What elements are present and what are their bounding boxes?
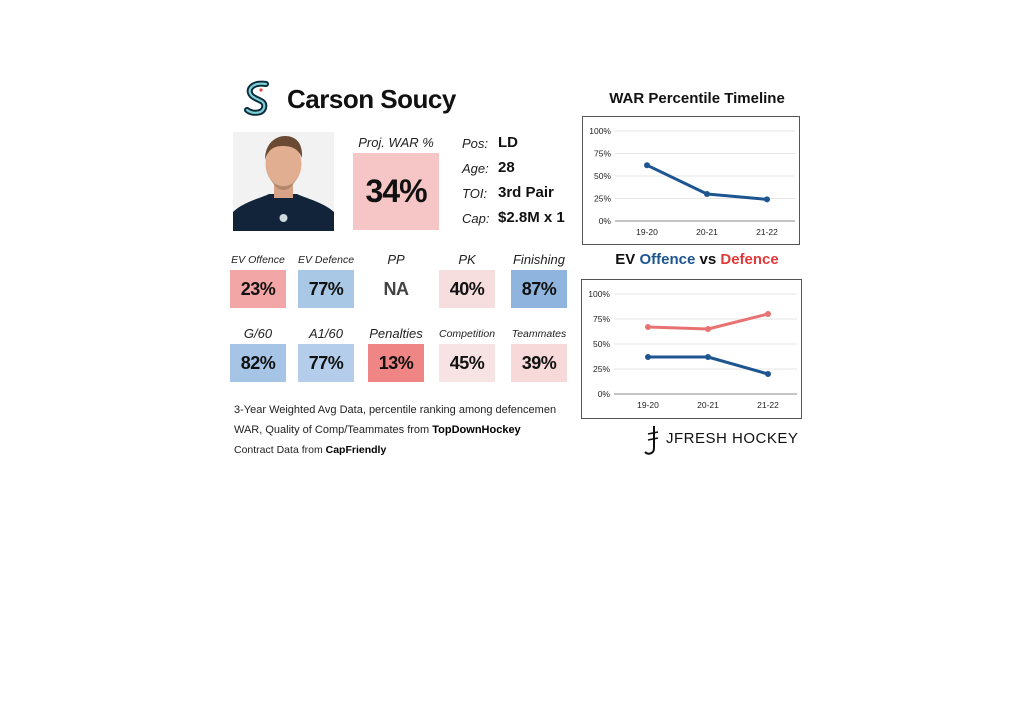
data-point xyxy=(645,354,651,360)
stat-value-ev-offence: 23% xyxy=(230,270,286,308)
stat-label-ev-defence: EV Defence xyxy=(298,254,355,266)
y-tick-label: 75% xyxy=(594,149,611,159)
note-data-source: 3-Year Weighted Avg Data, percentile ran… xyxy=(234,404,557,416)
data-point xyxy=(765,371,771,377)
stat-label-competition: Competition xyxy=(439,328,496,340)
ev-offence-defence-title: EV Offence vs Defence xyxy=(582,251,812,268)
stat-value-finishing: 87% xyxy=(511,270,567,308)
stat-value-competition: 45% xyxy=(439,344,495,382)
data-point xyxy=(644,162,650,169)
cap-value: $2.8M x 1 xyxy=(498,209,565,226)
note-war-prefix: WAR, Quality of Comp/Teammates from xyxy=(234,424,433,436)
y-tick-label: 0% xyxy=(598,389,611,399)
stat-label-g-60: G/60 xyxy=(243,326,273,341)
stat-label-finishing: Finishing xyxy=(512,252,566,267)
chart2-title-part: Offence xyxy=(639,251,696,268)
x-tick-label: 20-21 xyxy=(696,227,718,237)
y-tick-label: 50% xyxy=(594,171,611,181)
toi-value: 3rd Pair xyxy=(498,184,554,201)
data-point xyxy=(705,354,711,360)
stat-value-a1-60: 77% xyxy=(298,344,354,382)
proj-war-label: Proj. WAR % xyxy=(358,135,434,150)
y-tick-label: 25% xyxy=(593,364,610,374)
y-tick-label: 75% xyxy=(593,314,610,324)
age-label: Age: xyxy=(462,161,489,176)
proj-war-value: 34% xyxy=(353,153,439,230)
stat-value-teammates: 39% xyxy=(511,344,567,382)
note-contract-source: Contract Data from CapFriendly xyxy=(234,444,386,456)
y-tick-label: 25% xyxy=(594,194,611,204)
pos-label: Pos: xyxy=(462,136,489,151)
stat-label-ev-offence: EV Offence xyxy=(231,254,285,266)
kraken-logo-icon xyxy=(244,80,269,116)
player-name: Carson Soucy xyxy=(287,84,456,114)
y-tick-label: 100% xyxy=(589,126,611,136)
note-war-bold: TopDownHockey xyxy=(432,424,521,436)
x-tick-label: 19-20 xyxy=(636,227,658,237)
stat-value-penalties: 13% xyxy=(368,344,424,382)
stat-label-pk: PK xyxy=(458,252,476,267)
data-point xyxy=(645,324,651,330)
stat-value-ev-defence: 77% xyxy=(298,270,354,308)
player-photo xyxy=(233,132,334,231)
jfresh-logo-icon xyxy=(644,426,659,455)
stat-label-teammates: Teammates xyxy=(511,328,567,340)
x-tick-label: 19-20 xyxy=(637,400,659,410)
x-tick-label: 21-22 xyxy=(757,400,779,410)
ev-offence-defence-chart: 0% 25% 50% 75% 100% 19-20 20-21 21-22 xyxy=(581,279,802,419)
data-point xyxy=(705,326,711,332)
note-contract-prefix: Contract Data from xyxy=(234,444,326,456)
brand: JFRESH HOCKEY xyxy=(642,424,812,456)
x-tick-label: 21-22 xyxy=(756,227,778,237)
data-point xyxy=(764,196,770,203)
cap-label: Cap: xyxy=(462,211,490,226)
age-value: 28 xyxy=(498,159,515,176)
pos-value: LD xyxy=(498,134,518,151)
y-tick-label: 50% xyxy=(593,339,610,349)
stat-label-pp: PP xyxy=(387,252,405,267)
stat-label-a1-60: A1/60 xyxy=(309,326,343,341)
war-timeline-chart: 0% 25% 50% 75% 100% 19-20 20-21 21-22 xyxy=(582,116,800,245)
stat-value-pk: 40% xyxy=(439,270,495,308)
stat-label-penalties: Penalties xyxy=(369,326,423,341)
x-tick-label: 20-21 xyxy=(697,400,719,410)
chart2-title-part: vs xyxy=(695,251,721,268)
war-timeline-title: WAR Percentile Timeline xyxy=(609,90,785,107)
note-war-source: WAR, Quality of Comp/Teammates from TopD… xyxy=(234,424,521,436)
toi-label: TOI: xyxy=(462,186,488,201)
y-tick-label: 0% xyxy=(599,216,612,226)
note-contract-bold: CapFriendly xyxy=(325,444,387,456)
chart2-title-part: EV xyxy=(615,251,640,268)
data-point xyxy=(765,311,771,317)
brand-text: JFRESH HOCKEY xyxy=(666,430,799,447)
stat-value-g-60: 82% xyxy=(230,344,286,382)
y-tick-label: 100% xyxy=(588,289,610,299)
chart2-title-part: Defence xyxy=(720,251,779,268)
data-point xyxy=(704,191,710,197)
stat-value-pp: NA xyxy=(368,270,424,308)
